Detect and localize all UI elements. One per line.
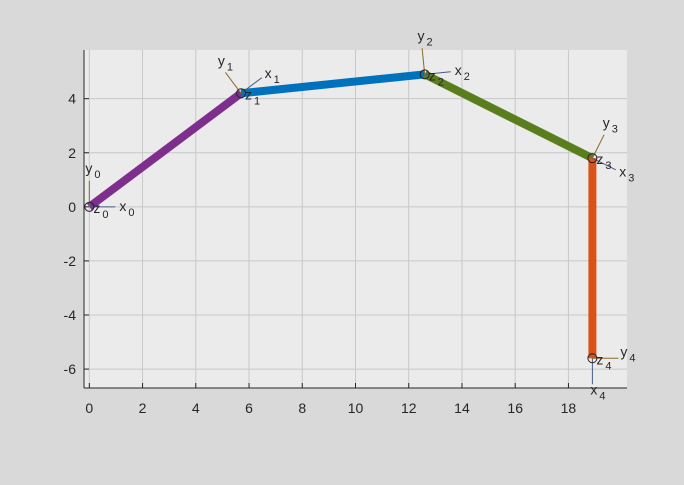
x-tick-label: 6 xyxy=(245,400,253,416)
joint-circle xyxy=(236,88,247,99)
y-tick-label: 2 xyxy=(68,145,76,161)
tick-labels: 0 2 4 6 8 10 12 14 16 18 -6 -4 -2 0 2 4 xyxy=(64,91,577,416)
x-tick-label: 4 xyxy=(192,400,200,416)
x-tick-label: 12 xyxy=(401,400,417,416)
y-tick-label: 0 xyxy=(68,199,76,215)
x-tick-label: 0 xyxy=(85,400,93,416)
x-tick-label: 8 xyxy=(298,400,306,416)
x-tick-label: 16 xyxy=(507,400,523,416)
joint-circle xyxy=(587,153,598,164)
x-tick-label: 2 xyxy=(139,400,147,416)
link-3 xyxy=(422,70,595,162)
y-tick-label: 4 xyxy=(68,91,76,107)
link-2 xyxy=(240,70,426,98)
robot-links xyxy=(86,70,597,359)
y-tick-label: -2 xyxy=(64,253,77,269)
joint-circle xyxy=(419,69,430,80)
x-tick-label: 14 xyxy=(454,400,470,416)
y-tick-label: -4 xyxy=(64,307,77,323)
joint-circle xyxy=(587,353,598,364)
grid xyxy=(84,50,627,388)
x-tick-label: 10 xyxy=(348,400,364,416)
x-tick-label: 18 xyxy=(561,400,577,416)
y-tick-label: -6 xyxy=(64,361,77,377)
axes xyxy=(83,50,627,389)
link-1 xyxy=(86,90,244,211)
